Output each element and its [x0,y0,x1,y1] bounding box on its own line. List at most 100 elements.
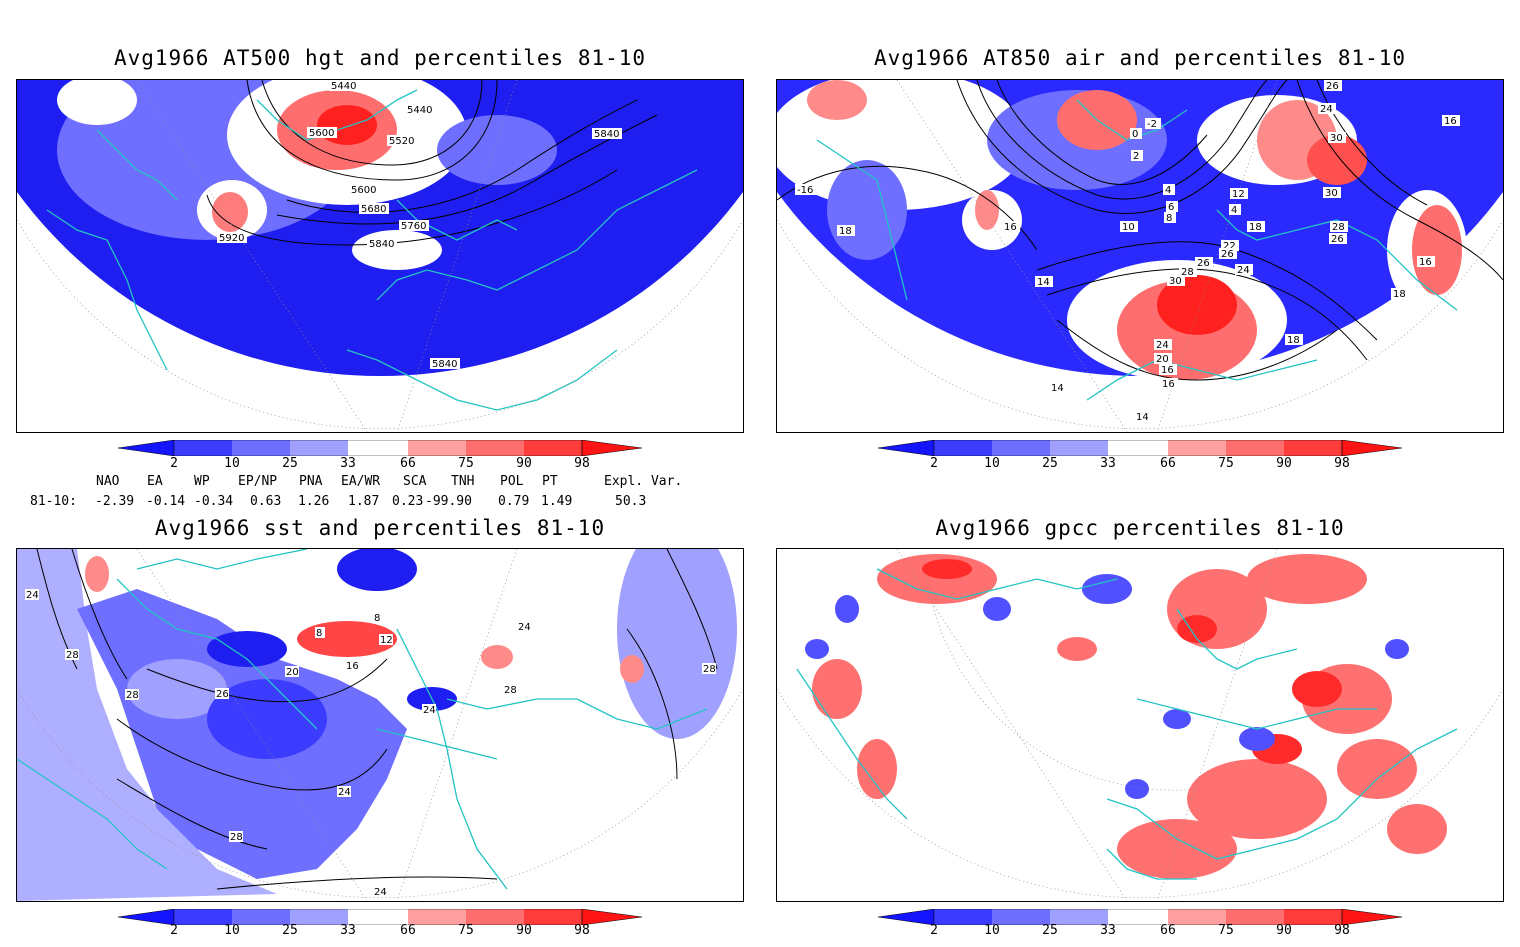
colorbar-label: 90 [1276,923,1292,938]
contour-label: 28 [230,832,243,843]
tele-value: -99.90 [425,494,472,509]
colorbar-label: 75 [458,923,474,938]
colorbar-label: 25 [1042,456,1058,471]
colorbar-label: 25 [282,923,298,938]
map-at850-air: -2 0 2 4 6 8 10 12 4 16 -16 18 16 18 14 … [776,79,1504,433]
tele-header: POL [500,474,524,489]
colorbar-label: 98 [1334,923,1350,938]
contour-label: 18 [1393,289,1406,300]
contour-label: 22 [1223,241,1236,252]
contour-label: 16 [1419,257,1432,268]
contour-label: 20 [286,667,299,678]
contour-label: 26 [216,689,229,700]
contour-label: 14 [1037,277,1050,288]
contour-label: 4 [1231,205,1237,216]
contour-label: 24 [26,590,39,601]
colorbar-label: 90 [516,923,532,938]
colorbar-label: 66 [400,923,416,938]
colorbar-label: 66 [1160,456,1176,471]
colorbar-label: 33 [340,923,356,938]
colorbar-label: 98 [574,923,590,938]
colorbar-label: 75 [1218,456,1234,471]
contour-label: 10 [1122,222,1135,233]
tele-value: -0.14 [146,494,186,509]
tele-header: NAO [96,474,120,489]
contour-label: 18 [839,226,852,237]
contour-label: 16 [1162,379,1175,390]
contour-label: 6 [1168,202,1174,213]
contour-label: 26 [1326,81,1339,92]
colorbar-label: 25 [282,456,298,471]
contour-label: 24 [374,887,387,898]
contour-label: 8 [316,628,322,639]
contour-label: 28 [703,664,716,675]
contour-label: 26 [1197,258,1210,269]
colorbar-label: 75 [1218,923,1234,938]
contour-label: 16 [346,661,359,672]
contour-label: 14 [1136,412,1149,423]
panel-title-sst: Avg1966 sst and percentiles 81-10 [154,516,606,540]
map-at500-height: 5440 5440 5600 5520 5840 5600 5680 5760 … [16,79,744,433]
map-sst: 24 28 28 26 20 16 8 8 12 24 24 28 28 24 … [16,548,744,902]
contour-label: 5440 [407,105,432,116]
contour-label: 5680 [361,204,386,215]
contour-label: 28 [66,650,79,661]
contour-label: 26 [1331,234,1344,245]
tele-header: EA/WR [341,474,381,489]
contour-label: 16 [1004,222,1017,233]
contour-label: 12 [1232,189,1245,200]
colorbar-at850: 2 10 25 33 66 75 90 98 [877,439,1438,478]
contour-label: 28 [1181,267,1194,278]
tele-header: Expl. Var. [604,474,683,489]
contour-label: 16 [1161,365,1174,376]
contour-label: 4 [1165,185,1171,196]
colorbar-label: 33 [340,456,356,471]
tele-header: PNA [299,474,323,489]
contour-label: 5600 [309,128,334,139]
contour-label: 30 [1169,276,1182,287]
contour-label: 5520 [389,136,414,147]
contour-label: 8 [1166,213,1172,224]
colorbar-label: 66 [1160,923,1176,938]
contour-label: 24 [1237,265,1250,276]
tele-value: 1.49 [541,494,573,509]
colorbar-label: 2 [930,923,938,938]
colorbar-label: 10 [984,923,1000,938]
tele-header: TNH [451,474,475,489]
contour-label: 24 [423,705,436,716]
contour-label: 24 [1320,104,1333,115]
contour-label: 8 [374,613,380,624]
contour-label: 2 [1133,151,1139,162]
contour-label: 28 [504,685,517,696]
tele-value: 1.26 [298,494,330,509]
teleconnection-headers: NAO EA WP EP/NP PNA EA/WR SCA TNH POL PT… [0,474,760,494]
tele-row-label: 81-10: [30,494,77,509]
contour-label: 14 [1051,383,1064,394]
panel-title-gpcc: Avg1966 gpcc percentiles 81-10 [935,516,1345,540]
colorbar-gpcc: 2 10 25 33 66 75 90 98 [877,908,1438,947]
tele-value: 0.79 [498,494,530,509]
contour-label: 24 [518,622,531,633]
colorbar-label: 98 [1334,456,1350,471]
map-gpcc-precip [776,548,1504,902]
colorbar-label: 25 [1042,923,1058,938]
teleconnection-table: NAO EA WP EP/NP PNA EA/WR SCA TNH POL PT… [0,474,760,514]
contour-label: 30 [1325,188,1338,199]
contour-label: 5600 [351,185,376,196]
colorbar-label: 10 [224,923,240,938]
tele-value: 1.87 [348,494,380,509]
colorbar-at500: 2 10 25 33 66 75 90 98 [117,439,678,478]
contour-label: 5760 [401,221,426,232]
tele-header: WP [194,474,210,489]
contour-label: 24 [338,787,351,798]
teleconnection-values: 81-10: -2.39 -0.14 -0.34 0.63 1.26 1.87 … [0,494,760,514]
colorbar-label: 90 [1276,456,1292,471]
tele-value: -0.34 [194,494,234,509]
contour-label: 18 [1249,222,1262,233]
contour-label: 28 [126,690,139,701]
contour-label: -16 [797,185,813,196]
contour-label: 24 [1156,340,1169,351]
colorbar-label: 98 [574,456,590,471]
colorbar-label: 2 [930,456,938,471]
colorbar-label: 33 [1100,923,1116,938]
